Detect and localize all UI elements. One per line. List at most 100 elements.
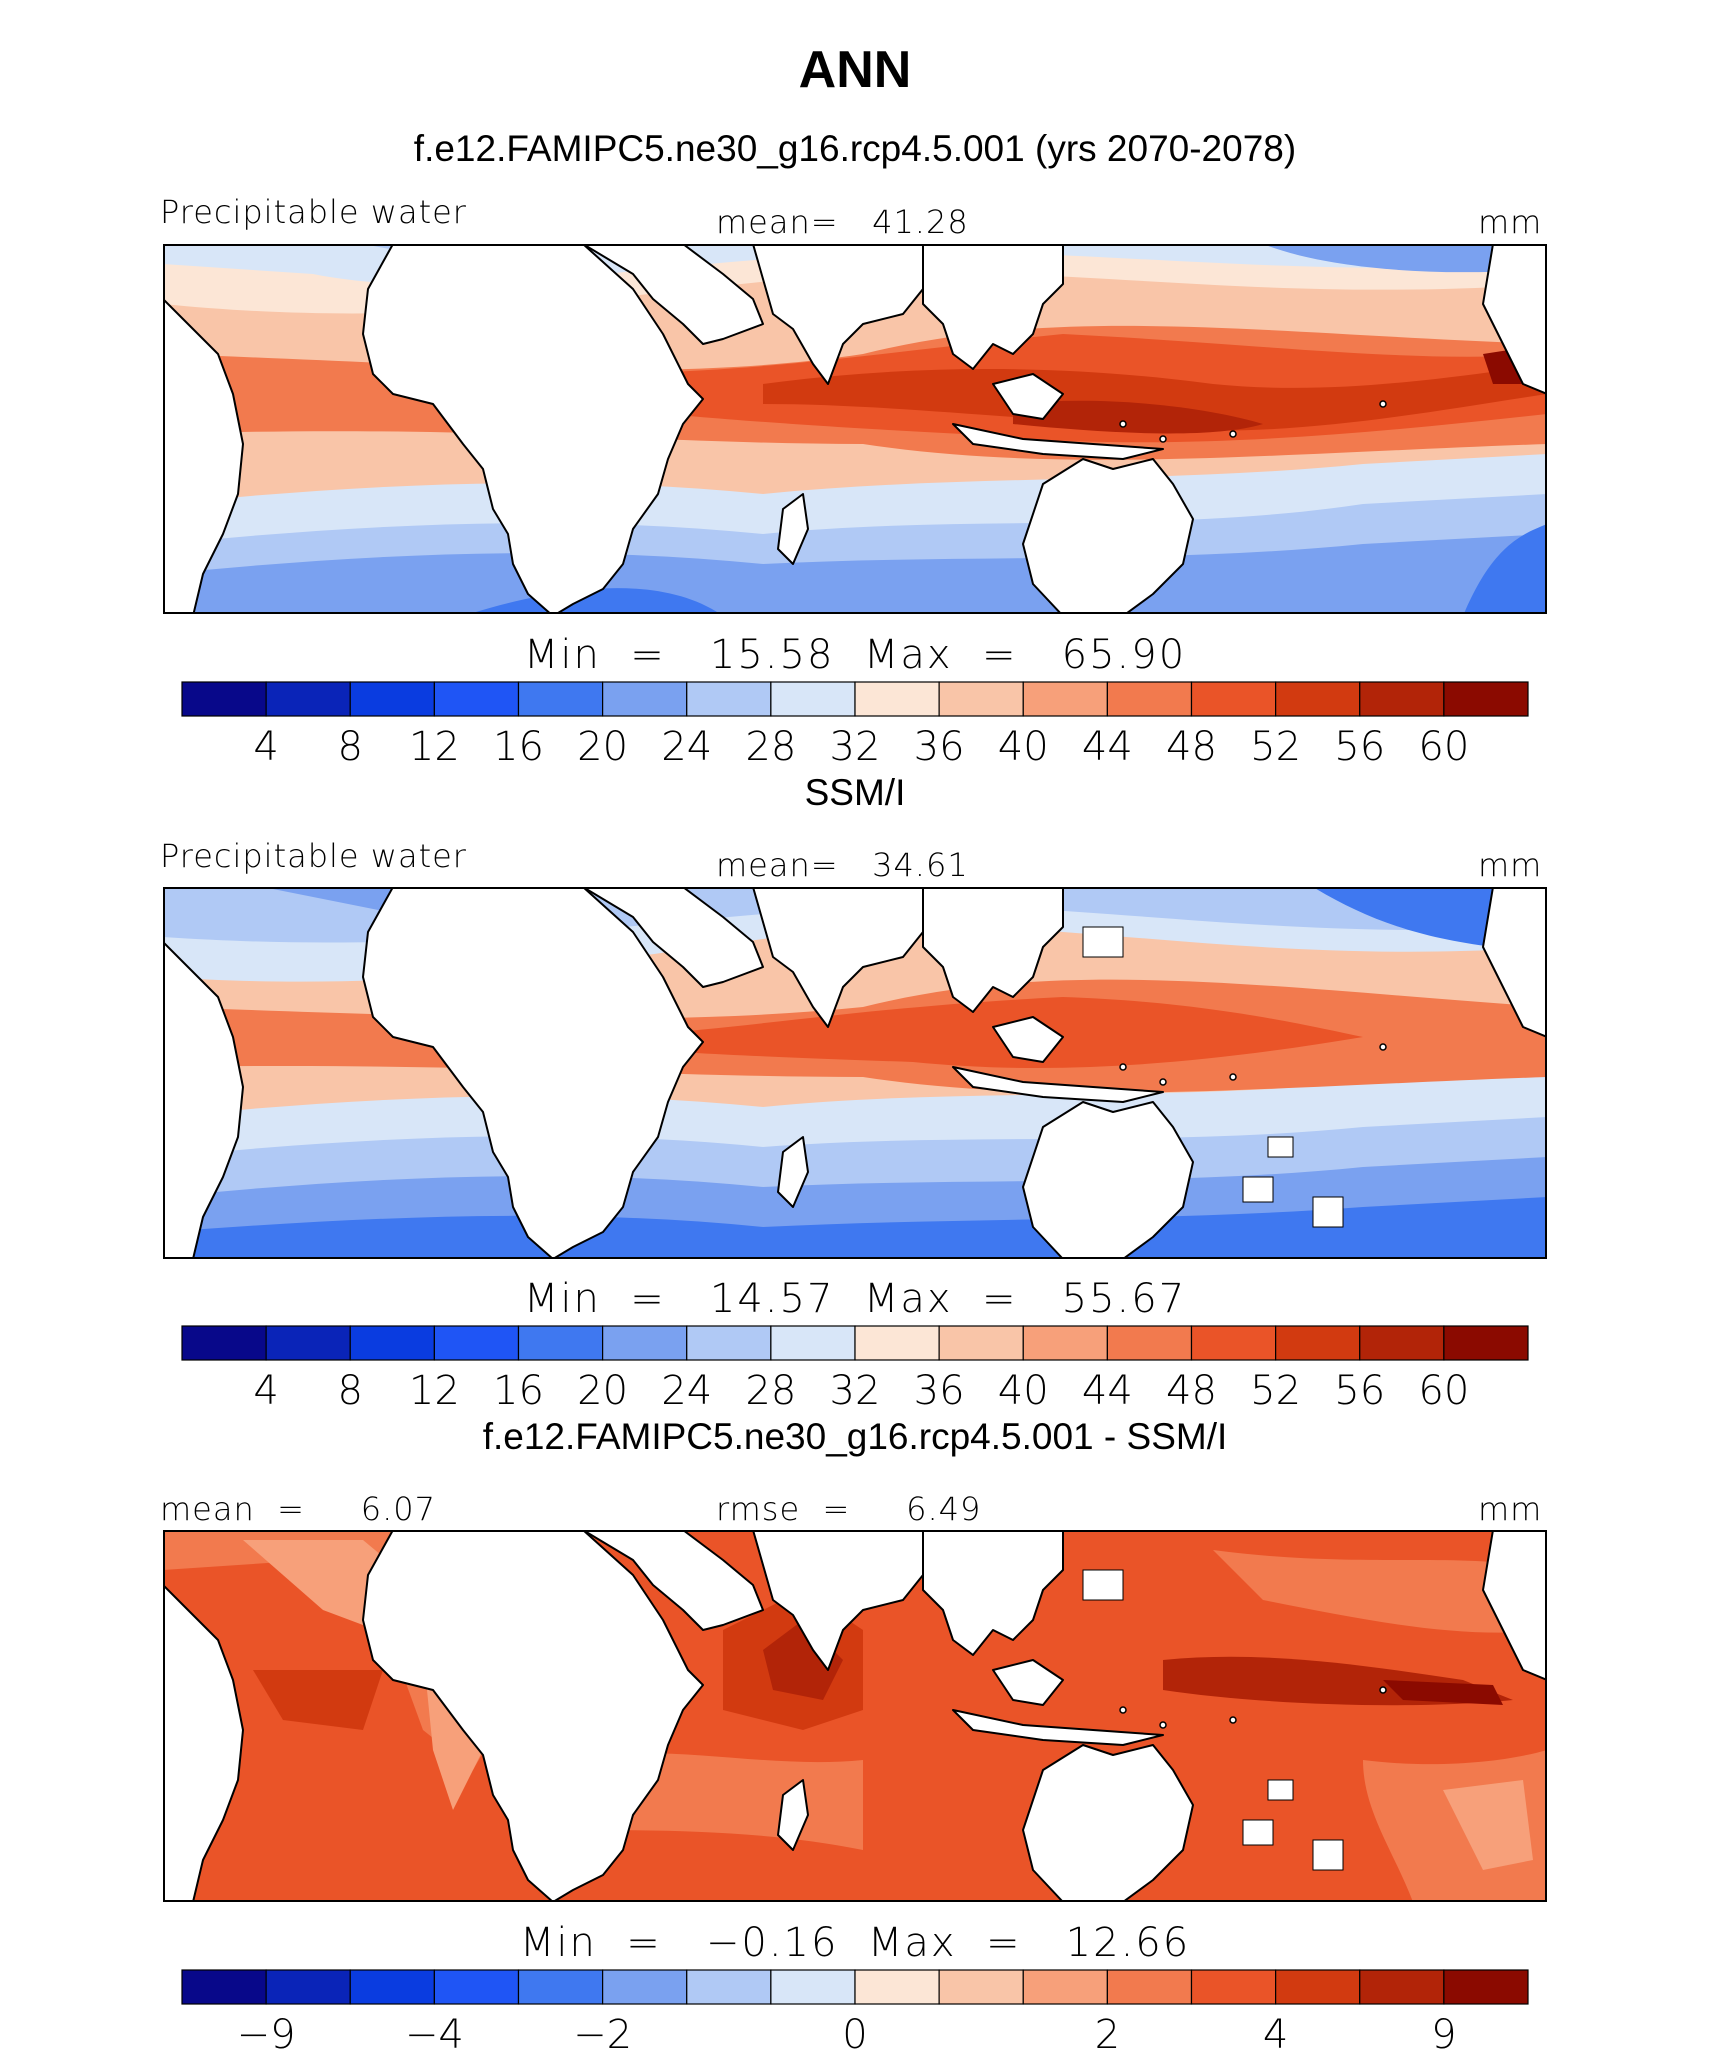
colorbar-tick-label: 8: [338, 724, 363, 770]
panel-3-title: f.e12.FAMIPC5.ne30_g16.rcp4.5.001 - SSM/…: [482, 1416, 1228, 1457]
colorbar-swatch: [1359, 1325, 1445, 1361]
panel-3-mean-label: mean = 6.07: [160, 1490, 437, 1528]
colorbar-swatch: [938, 1969, 1024, 2005]
colorbar-swatch: [1275, 1969, 1361, 2005]
colorbar-swatch: [517, 681, 604, 717]
colorbar-swatch: [1275, 1325, 1361, 1361]
colorbar-swatch: [602, 1969, 688, 2005]
map-land: [163, 887, 1547, 1259]
colorbar-swatch: [1359, 1969, 1445, 2005]
panel-1-units-label: mm: [1478, 203, 1543, 241]
colorbar-swatch: [181, 681, 267, 717]
colorbar-tick-label: 20: [577, 724, 628, 770]
colorbar-swatch: [602, 1325, 688, 1361]
colorbar-tick-label: 28: [745, 1368, 796, 1414]
map-land: [163, 1530, 1547, 1902]
colorbar-tick-label: 32: [830, 724, 881, 770]
colorbar-swatch: [1106, 1969, 1193, 2005]
panel-3-colorbar: −9 −4 −2 0 2 4 9: [181, 1969, 1529, 2050]
colorbar-tick-label: 32: [830, 1368, 881, 1414]
colorbar-swatch: [686, 1325, 772, 1361]
colorbar-tick-label: 44: [1082, 724, 1133, 770]
colorbar-tick-label: 36: [914, 1368, 965, 1414]
colorbar-tick-label: 52: [1250, 724, 1301, 770]
colorbar-tick-label: 44: [1082, 1368, 1133, 1414]
colorbar-tick-label: 4: [1263, 2012, 1288, 2050]
panel-2-colorbar: 4 8 12 16 20 24 28 32 36 40 44 48 52 56 60: [181, 1325, 1529, 1414]
colorbar-swatch: [433, 681, 520, 717]
colorbar-tick-label: 56: [1334, 724, 1385, 770]
colorbar-tick-label: 4: [253, 1368, 278, 1414]
colorbar-swatch: [770, 1969, 856, 2005]
panel-3-units-label: mm: [1478, 1490, 1543, 1528]
colorbar-swatch: [1443, 681, 1529, 717]
colorbar-swatch: [854, 681, 940, 717]
colorbar-tick-label: −2: [573, 2012, 632, 2050]
panel-1-variable-label: Precipitable water: [160, 193, 467, 231]
colorbar-swatch: [1106, 681, 1193, 717]
colorbar-swatch: [265, 1969, 351, 2005]
panel-1-colorbar: 4 8 12 16 20 24 28 32 36 40 44 48 52 56 60: [181, 681, 1529, 770]
colorbar-swatch: [433, 1325, 520, 1361]
colorbar-swatch: [770, 681, 856, 717]
colorbar-swatch: [1106, 1325, 1193, 1361]
colorbar-swatch: [1190, 1325, 1277, 1361]
colorbar-tick-label: 60: [1418, 724, 1469, 770]
colorbar-swatch: [181, 1325, 267, 1361]
colorbar-swatch: [1190, 681, 1277, 717]
colorbar-swatch: [265, 681, 351, 717]
colorbar-swatch: [517, 1325, 604, 1361]
colorbar-swatch: [854, 1325, 940, 1361]
colorbar-swatch: [349, 681, 435, 717]
colorbar-swatch: [1190, 1969, 1277, 2005]
colorbar-tick-label: −9: [237, 2012, 296, 2050]
colorbar-swatch: [349, 1969, 435, 2005]
map-frame: [163, 1530, 1547, 1902]
panel-2-title: SSM/I: [804, 772, 906, 813]
map-frame: [163, 244, 1547, 614]
colorbar-swatch: [1022, 681, 1108, 717]
colorbar-swatch: [1443, 1325, 1529, 1361]
colorbar-swatch: [1022, 1969, 1108, 2005]
colorbar-swatch: [1275, 681, 1361, 717]
panel-1-min-max: Min = 15.58 Max = 65.90: [523, 632, 1187, 678]
colorbar-tick-label: 8: [338, 1368, 363, 1414]
colorbar-tick-label: 40: [998, 1368, 1049, 1414]
colorbar-tick-label: 52: [1250, 1368, 1301, 1414]
colorbar-swatch: [1359, 681, 1445, 717]
colorbar-swatch: [517, 1969, 604, 2005]
panel-3-map: [163, 1530, 1547, 1902]
panel-2-units-label: mm: [1478, 846, 1543, 884]
colorbar-tick-label: 28: [745, 724, 796, 770]
colorbar-tick-label: 40: [998, 724, 1049, 770]
colorbar-swatch: [265, 1325, 351, 1361]
panel-1-mean-label: mean= 41.28: [716, 203, 969, 241]
colorbar-swatch: [854, 1969, 940, 2005]
colorbar-tick-label: 12: [409, 1368, 460, 1414]
colorbar-swatch: [349, 1325, 435, 1361]
colorbar-tick-label: 0: [842, 2012, 867, 2050]
panel-1-map: [163, 244, 1547, 614]
colorbar-swatch: [1443, 1969, 1529, 2005]
panel-2-variable-label: Precipitable water: [160, 837, 467, 875]
colorbar-tick-label: 36: [914, 724, 965, 770]
colorbar-tick-label: 16: [493, 724, 544, 770]
colorbar-swatch: [181, 1969, 267, 2005]
colorbar-tick-label: 48: [1166, 724, 1217, 770]
colorbar-tick-label: −4: [405, 2012, 464, 2050]
panel-3-rmse-label: rmse = 6.49: [716, 1490, 982, 1528]
panel-3-min-max: Min = −0.16 Max = 12.66: [519, 1920, 1191, 1966]
colorbar-tick-label: 48: [1166, 1368, 1217, 1414]
colorbar-tick-label: 9: [1431, 2012, 1456, 2050]
colorbar-tick-label: 56: [1334, 1368, 1385, 1414]
panel-2-map: [163, 887, 1547, 1259]
colorbar-tick-label: 16: [493, 1368, 544, 1414]
colorbar-tick-label: 20: [577, 1368, 628, 1414]
colorbar-swatch: [686, 1969, 772, 2005]
colorbar-swatch: [938, 1325, 1024, 1361]
colorbar-tick-label: 24: [661, 724, 712, 770]
panel-2-min-max: Min = 14.57 Max = 55.67: [523, 1276, 1187, 1322]
colorbar-tick-label: 2: [1095, 2012, 1120, 2050]
colorbar-swatch: [433, 1969, 520, 2005]
map-land: [163, 244, 1547, 614]
